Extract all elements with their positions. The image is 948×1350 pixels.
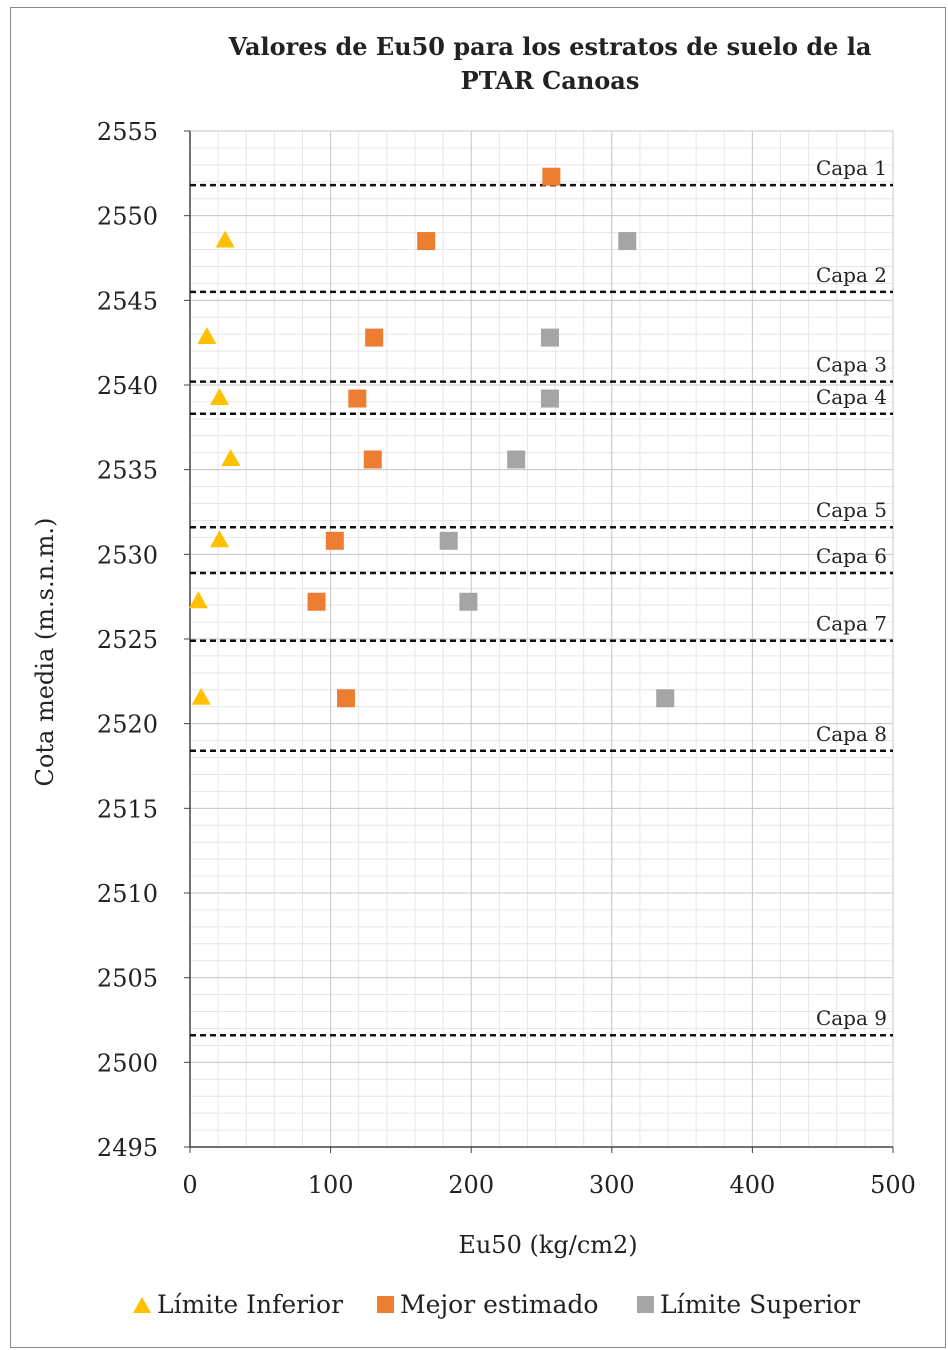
y-tick-label: 2545: [97, 287, 158, 315]
legend: Límite Inferior Mejor estimado Límite Su…: [125, 1290, 905, 1326]
square-marker-icon: [637, 1296, 654, 1313]
x-tick-label: 500: [870, 1171, 916, 1199]
x-tick-label: 200: [448, 1171, 494, 1199]
data-point-square: [363, 450, 382, 469]
data-point-triangle: [188, 591, 208, 609]
chart-title-line-2: PTAR Canoas: [460, 66, 640, 95]
y-tick-label: 2540: [97, 372, 158, 400]
y-tick-label: 2530: [97, 541, 158, 569]
layer-label: Capa 2: [816, 263, 887, 287]
y-tick-label: 2555: [97, 118, 158, 146]
y-axis-title: Cota media (m.s.n.m.): [31, 518, 59, 787]
legend-item-mejor-estimado: Mejor estimado: [377, 1290, 598, 1319]
data-point-square: [365, 328, 384, 347]
data-point-square: [337, 689, 356, 708]
data-point-square: [439, 531, 458, 550]
layer-label: Capa 6: [816, 544, 887, 568]
data-point-square: [540, 328, 559, 347]
chart-frame: [10, 7, 946, 1348]
data-point-square: [348, 389, 367, 408]
layer-label: Capa 5: [816, 498, 887, 522]
x-axis-title: Eu50 (kg/cm2): [458, 1231, 637, 1259]
chart-title-line-1: Valores de Eu50 para los estratos de sue…: [228, 32, 872, 61]
x-tick-label: 300: [589, 1171, 635, 1199]
y-tick-label: 2495: [97, 1134, 158, 1162]
triangle-marker-icon: [133, 1296, 151, 1313]
y-tick-label: 2520: [97, 711, 158, 739]
layer-label: Capa 1: [816, 156, 887, 180]
legend-label: Límite Inferior: [157, 1290, 344, 1319]
data-point-square: [656, 689, 675, 708]
y-tick-label: 2525: [97, 626, 158, 654]
y-tick-label: 2500: [97, 1049, 158, 1077]
data-point-square: [507, 450, 526, 469]
data-point-square: [540, 389, 559, 408]
y-tick-label: 2535: [97, 457, 158, 485]
layer-label: Capa 4: [816, 385, 887, 409]
data-point-triangle: [210, 530, 230, 548]
x-tick-label: 400: [729, 1171, 775, 1199]
data-point-triangle: [197, 327, 217, 345]
x-tick-label: 100: [308, 1171, 354, 1199]
legend-label: Límite Superior: [660, 1290, 861, 1319]
y-tick-label: 2550: [97, 203, 158, 231]
data-point-square: [325, 531, 344, 550]
data-point-square: [307, 592, 326, 611]
y-tick-label: 2505: [97, 965, 158, 993]
legend-item-limite-inferior: Límite Inferior: [133, 1290, 343, 1319]
data-point-square: [417, 232, 436, 251]
data-point-triangle: [191, 687, 211, 705]
data-point-square: [618, 232, 637, 251]
data-point-triangle: [221, 448, 241, 466]
data-point-square: [542, 167, 561, 186]
data-point-square: [459, 592, 478, 611]
legend-item-limite-superior: Límite Superior: [637, 1290, 860, 1319]
layer-label: Capa 3: [816, 353, 887, 377]
layer-label: Capa 9: [816, 1006, 887, 1030]
x-tick-label: 0: [182, 1171, 197, 1199]
data-point-triangle: [215, 230, 235, 248]
y-tick-label: 2510: [97, 880, 158, 908]
layer-label: Capa 8: [816, 722, 887, 746]
layer-label: Capa 7: [816, 612, 887, 636]
data-point-triangle: [210, 388, 230, 406]
legend-label: Mejor estimado: [400, 1290, 599, 1319]
y-tick-label: 2515: [97, 795, 158, 823]
square-marker-icon: [377, 1296, 394, 1313]
